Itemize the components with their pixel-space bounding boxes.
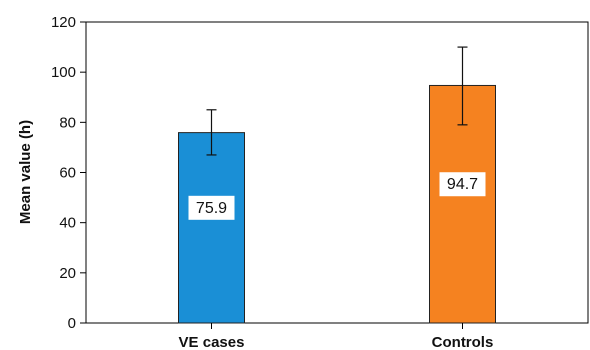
- y-tick-label: 100: [51, 64, 76, 81]
- x-category-label: Controls: [432, 334, 494, 350]
- data-label-box: [188, 195, 235, 220]
- y-tick-label: 20: [59, 265, 76, 282]
- y-axis-title: Mean value (h): [17, 120, 34, 224]
- data-label-box: [439, 172, 486, 197]
- bars: 75.9 94.7: [178, 46, 496, 324]
- y-tick-label: 80: [59, 114, 76, 131]
- y-tick-label: 120: [51, 14, 76, 31]
- y-tick-label: 0: [68, 315, 76, 332]
- x-category-label: VE cases: [179, 334, 245, 350]
- y-tick-label: 60: [59, 165, 76, 182]
- x-axis-labels: VE cases Controls: [179, 323, 494, 350]
- plot-frame: [85, 21, 589, 324]
- y-axis-ticks: 0 20 40 60 80 100 120: [51, 14, 86, 332]
- data-label: 94.7: [447, 176, 478, 193]
- y-tick-label: 40: [59, 215, 76, 232]
- data-label: 75.9: [196, 200, 227, 217]
- y-axis-title-text: Mean value (h): [17, 120, 34, 224]
- axes: [85, 21, 589, 324]
- bar-ve-cases: [178, 132, 245, 324]
